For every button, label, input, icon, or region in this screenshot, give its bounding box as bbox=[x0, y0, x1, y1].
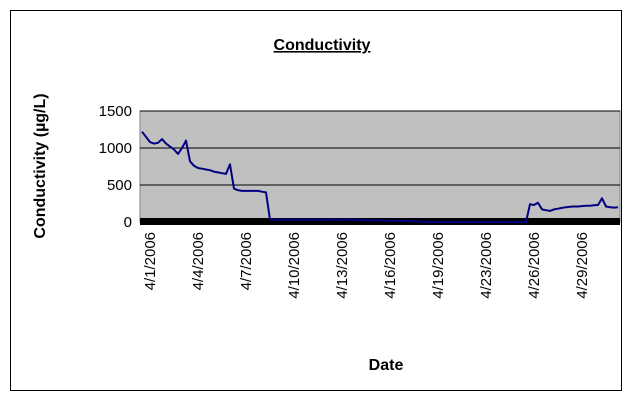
x-tick-label: 4/29/2006 bbox=[574, 232, 591, 299]
x-tick-label: 4/23/2006 bbox=[478, 232, 495, 299]
x-tick-label: 4/4/2006 bbox=[190, 232, 207, 290]
y-tick-label: 1500 bbox=[99, 103, 132, 120]
x-tick-label: 4/1/2006 bbox=[142, 232, 159, 290]
y-axis-label: Conductivity (µg/L) bbox=[32, 93, 49, 238]
x-axis-label: Date bbox=[369, 357, 404, 374]
plot-area bbox=[139, 110, 621, 223]
data-line bbox=[141, 131, 619, 223]
chart-title: Conductivity bbox=[274, 37, 371, 54]
x-tick-label: 4/13/2006 bbox=[334, 232, 351, 299]
x-tick-label: 4/19/2006 bbox=[430, 232, 447, 299]
x-tick-label: 4/10/2006 bbox=[286, 232, 303, 299]
y-tick-label: 1000 bbox=[99, 140, 132, 157]
y-tick-label: 500 bbox=[107, 177, 132, 194]
y-tick-label: 0 bbox=[124, 214, 132, 231]
x-tick-label: 4/16/2006 bbox=[382, 232, 399, 299]
x-tick-label: 4/7/2006 bbox=[238, 232, 255, 290]
x-tick-label: 4/26/2006 bbox=[526, 232, 543, 299]
